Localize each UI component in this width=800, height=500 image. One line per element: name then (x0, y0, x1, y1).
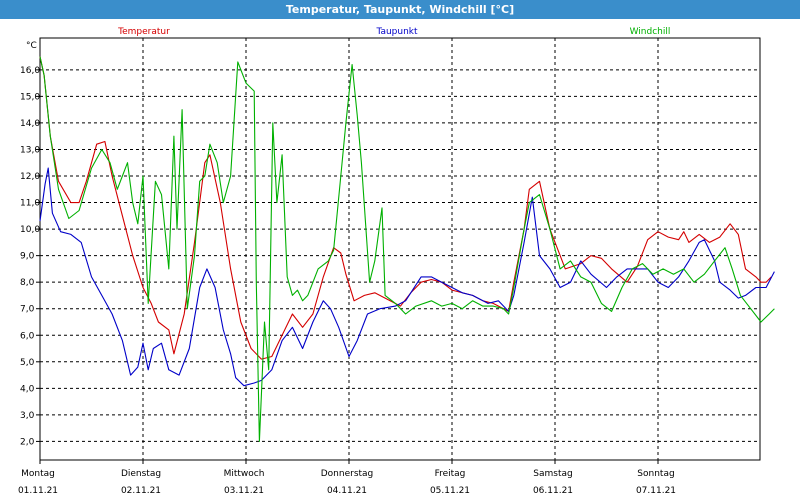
x-axis: Montag 01.11.21 Dienstag 02.11.21 Mittwoch 03… (18, 460, 676, 496)
chart-title: Temperatur, Taupunkt, Windchill [°C] (285, 3, 515, 16)
y-tick-label: 6,0 (20, 331, 35, 341)
x-tick-day: Mittwoch (224, 469, 265, 479)
chart-title-bar: Temperatur, Taupunkt, Windchill [°C] (0, 0, 800, 19)
legend-entry-windchill: Windchill (630, 27, 671, 37)
x-tick-day: Freitag (435, 469, 466, 479)
grid (40, 38, 760, 460)
series-line-temperatur (39, 56, 772, 360)
legend-entry-taupunkt: Taupunkt (375, 27, 418, 37)
series-lines (39, 56, 775, 442)
y-tick-label: 12,0 (20, 172, 40, 182)
y-axis: °C 2,0 3,0 4,0 5,0 6,0 7,0 8,0 9,0 10,0 11,0 12,0 13… (20, 41, 40, 447)
y-unit-label: °C (26, 41, 37, 51)
x-tick-date: 06.11.21 (533, 486, 573, 496)
y-tick-label: 8,0 (20, 278, 35, 288)
y-tick-label: 5,0 (20, 358, 35, 368)
x-tick-date: 05.11.21 (430, 486, 470, 496)
y-tick-label: 9,0 (20, 252, 35, 262)
legend-entry-temperatur: Temperatur (117, 27, 170, 37)
x-tick-day: Sonntag (637, 469, 674, 479)
y-tick-label: 11,0 (20, 199, 40, 209)
x-tick-day: Samstag (533, 469, 572, 479)
legend: Temperatur Taupunkt Windchill (117, 27, 670, 37)
x-tick-date: 07.11.21 (636, 486, 676, 496)
x-tick-day: Dienstag (121, 469, 161, 479)
x-tick-day: Montag (21, 469, 55, 479)
y-tick-label: 2,0 (20, 437, 35, 447)
x-tick-date: 03.11.21 (224, 486, 264, 496)
y-tick-label: 10,0 (20, 225, 40, 235)
y-tick-label: 7,0 (20, 305, 35, 315)
series-line-taupunkt (39, 167, 775, 387)
y-tick-label: 14,0 (20, 119, 40, 129)
x-tick-date: 02.11.21 (121, 486, 161, 496)
plot-frame (39, 37, 761, 461)
x-tick-date: 04.11.21 (327, 486, 367, 496)
y-tick-label: 15,0 (20, 92, 40, 102)
y-tick-label: 13,0 (20, 145, 40, 155)
y-tick-label: 4,0 (20, 384, 35, 394)
x-tick-date: 01.11.21 (18, 486, 58, 496)
y-tick-label: 3,0 (20, 411, 35, 421)
y-tick-label: 16,0 (20, 66, 40, 76)
series-line-windchill (39, 56, 775, 442)
x-tick-day: Donnerstag (321, 469, 374, 479)
